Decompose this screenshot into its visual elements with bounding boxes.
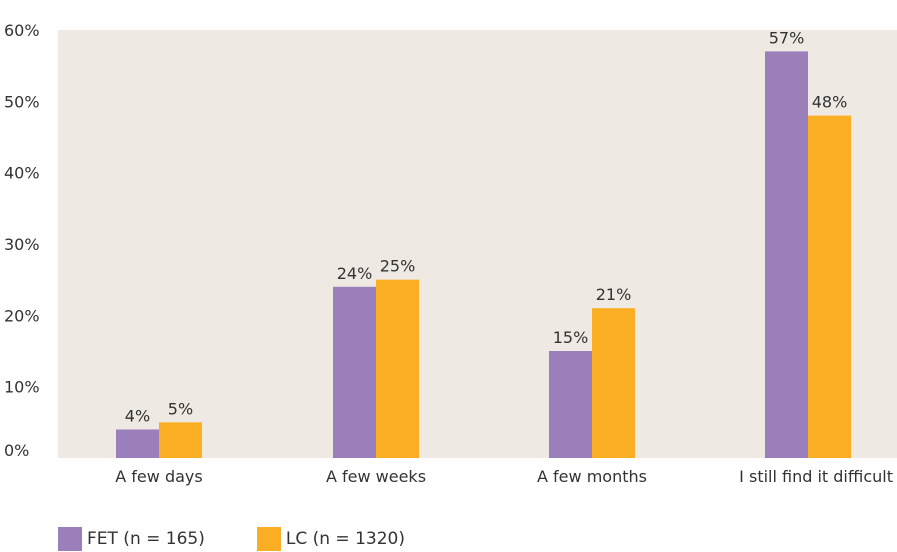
bar-fet [765, 51, 808, 459]
legend-item-lc: LC (n = 1320) [256, 527, 405, 551]
legend: FET (n = 165) LC (n = 1320) [58, 527, 457, 551]
data-label: 21% [596, 285, 632, 304]
y-tick-label: 40% [4, 164, 40, 183]
plot-background [58, 30, 897, 458]
data-label: 57% [769, 28, 805, 47]
y-tick-label: 50% [4, 92, 40, 111]
data-label: 5% [168, 399, 193, 418]
bar-fet [549, 351, 592, 458]
x-tick-label: A few weeks [326, 467, 426, 486]
legend-item-fet: FET (n = 165) [58, 527, 205, 551]
y-tick-label: 30% [4, 235, 40, 254]
y-tick-label: 10% [4, 378, 40, 397]
x-tick-label: A few months [537, 467, 647, 486]
x-tick-label: I still find it difficult [739, 467, 893, 486]
legend-label-fet: FET (n = 165) [87, 529, 205, 549]
bar-fet [116, 429, 159, 458]
bar-fet [333, 286, 376, 458]
data-label: 4% [125, 406, 150, 425]
bar-lc [376, 279, 419, 458]
data-label: 15% [553, 328, 589, 347]
data-label: 25% [380, 257, 416, 276]
bar-lc [592, 308, 635, 458]
bar-lc [159, 422, 202, 458]
x-tick-label: A few days [115, 467, 202, 486]
y-tick-label: 20% [4, 306, 40, 325]
legend-swatch-lc [256, 527, 281, 551]
bar-lc [808, 115, 851, 458]
data-label: 48% [812, 93, 848, 112]
y-tick-label: 0% [4, 441, 29, 460]
legend-swatch-fet [58, 527, 82, 551]
legend-label-lc: LC (n = 1320) [285, 529, 405, 549]
data-label: 24% [337, 264, 373, 283]
y-tick-label: 60% [4, 21, 40, 40]
